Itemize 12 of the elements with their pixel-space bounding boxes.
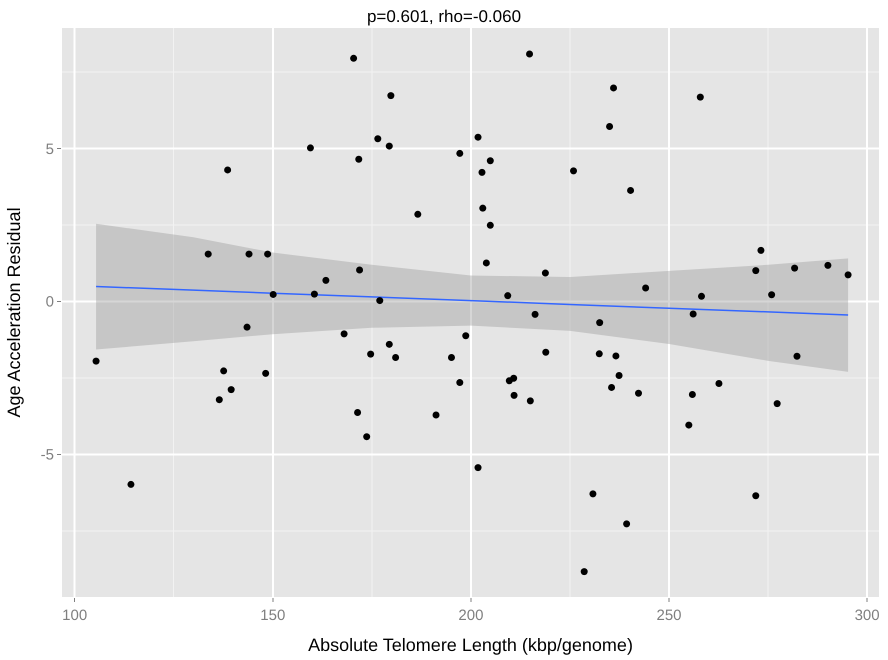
y-axis-title: Age Acceleration Residual <box>4 207 24 418</box>
x-tick-label: 300 <box>854 607 880 624</box>
y-tick-label: 5 <box>46 140 54 158</box>
x-axis-title: Absolute Telomere Length (kbp/genome) <box>308 635 633 656</box>
x-tick-label: 150 <box>260 607 286 624</box>
x-tick-label: 100 <box>62 607 88 624</box>
line-series <box>95 286 849 316</box>
y-tick-label: 0 <box>46 294 54 311</box>
x-tick-label: 200 <box>458 607 484 624</box>
x-tick-label: 250 <box>656 607 682 624</box>
chart-title: p=0.601, rho=-0.060 <box>366 6 522 26</box>
y-tick-label: -5 <box>40 446 54 464</box>
